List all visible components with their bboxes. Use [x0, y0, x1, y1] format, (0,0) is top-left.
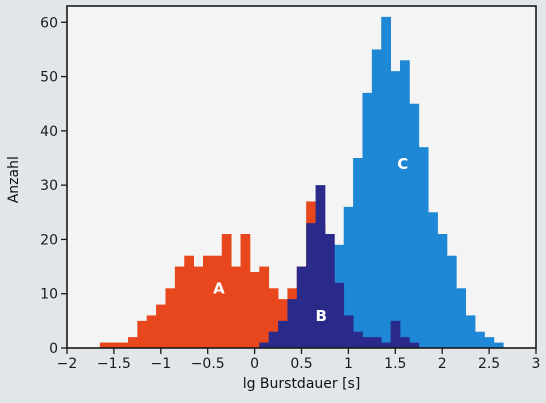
bar-a-8 [174, 266, 185, 348]
bar-a-4 [137, 320, 148, 348]
bar-b-9 [343, 315, 354, 348]
y-tick-label: 10 [40, 287, 58, 303]
bar-b-4 [296, 266, 307, 348]
bar-b-7 [324, 234, 335, 348]
x-tick-label: 1.5 [384, 356, 406, 372]
series-b [259, 185, 420, 348]
bar-a-10 [193, 266, 204, 348]
bar-c-14 [418, 147, 429, 348]
region-label-c: C [397, 155, 408, 173]
x-tick-label: −1.5 [97, 356, 131, 372]
bar-a-3 [127, 337, 138, 348]
bar-a-15 [240, 234, 251, 348]
bar-b-2 [278, 320, 288, 348]
x-tick-label: 2.5 [478, 356, 500, 372]
plot-area: A B C [66, 5, 537, 349]
x-axis-title: lg Burstdauer [s] [243, 376, 361, 392]
bar-a-9 [184, 255, 195, 348]
bar-b-5 [306, 223, 316, 348]
bar-c-21 [484, 337, 495, 348]
x-tick-label: 0.5 [290, 356, 312, 372]
bar-a-2 [118, 342, 129, 348]
bar-a-1 [109, 342, 119, 348]
bar-c-10 [381, 16, 392, 349]
bar-a-6 [156, 304, 166, 348]
x-tick-label: −2 [57, 356, 78, 372]
bar-a-16 [249, 272, 260, 348]
bar-b-10 [353, 331, 363, 348]
y-tick-label: 60 [40, 15, 58, 31]
x-tick-label: 0 [250, 356, 259, 372]
bar-b-11 [362, 337, 373, 348]
x-tick-label: 2 [438, 356, 447, 372]
bar-c-13 [409, 103, 420, 349]
bar-a-12 [212, 255, 223, 348]
y-axis-title: Anzahl [6, 156, 22, 203]
x-tick-label: −0.5 [191, 356, 225, 372]
bar-c-19 [465, 315, 476, 348]
histogram-bars [99, 16, 504, 349]
bar-b-15 [399, 337, 410, 348]
region-label-a: A [213, 280, 225, 298]
bar-b-3 [287, 299, 298, 348]
bar-c-20 [475, 331, 485, 348]
bar-a-17 [259, 266, 270, 348]
bar-c-18 [456, 288, 467, 348]
bar-c-9 [371, 49, 382, 349]
bar-a-0 [99, 342, 110, 348]
x-tick-label: −1 [150, 356, 171, 372]
y-tick-label: 0 [49, 341, 58, 357]
y-tick-label: 40 [40, 124, 58, 140]
bar-c-16 [437, 234, 448, 348]
bar-c-15 [428, 212, 438, 348]
bar-a-11 [203, 255, 213, 348]
bar-c-22 [493, 342, 504, 348]
y-axis: 0 10 20 30 40 50 60 [40, 15, 67, 357]
bar-a-14 [231, 266, 241, 348]
bar-b-16 [409, 342, 420, 348]
region-label-b: B [315, 307, 326, 325]
bar-b-6 [315, 185, 326, 348]
bar-c-6 [343, 206, 354, 348]
bar-b-1 [268, 331, 279, 348]
bar-b-14 [390, 320, 401, 348]
bar-c-7 [353, 158, 363, 348]
y-tick-label: 20 [40, 232, 58, 248]
bar-a-5 [146, 315, 157, 348]
bar-b-0 [259, 342, 270, 348]
bar-a-7 [165, 288, 176, 348]
bar-b-13 [381, 342, 392, 348]
bar-c-8 [362, 92, 373, 348]
bar-c-11 [390, 71, 401, 348]
x-axis: −2 −1.5 −1 −0.5 0 0.5 1 1.5 2 2.5 3 [57, 348, 541, 372]
y-tick-label: 50 [40, 70, 58, 86]
bar-b-8 [334, 282, 345, 348]
bar-c-17 [446, 255, 457, 348]
bar-b-12 [371, 337, 382, 348]
region-labels: A B C [213, 155, 408, 325]
y-tick-label: 30 [40, 178, 58, 194]
bar-a-18 [268, 288, 279, 348]
bar-c-12 [399, 60, 410, 348]
x-tick-label: 1 [344, 356, 353, 372]
x-tick-label: 3 [532, 356, 541, 372]
bar-a-13 [221, 234, 232, 348]
